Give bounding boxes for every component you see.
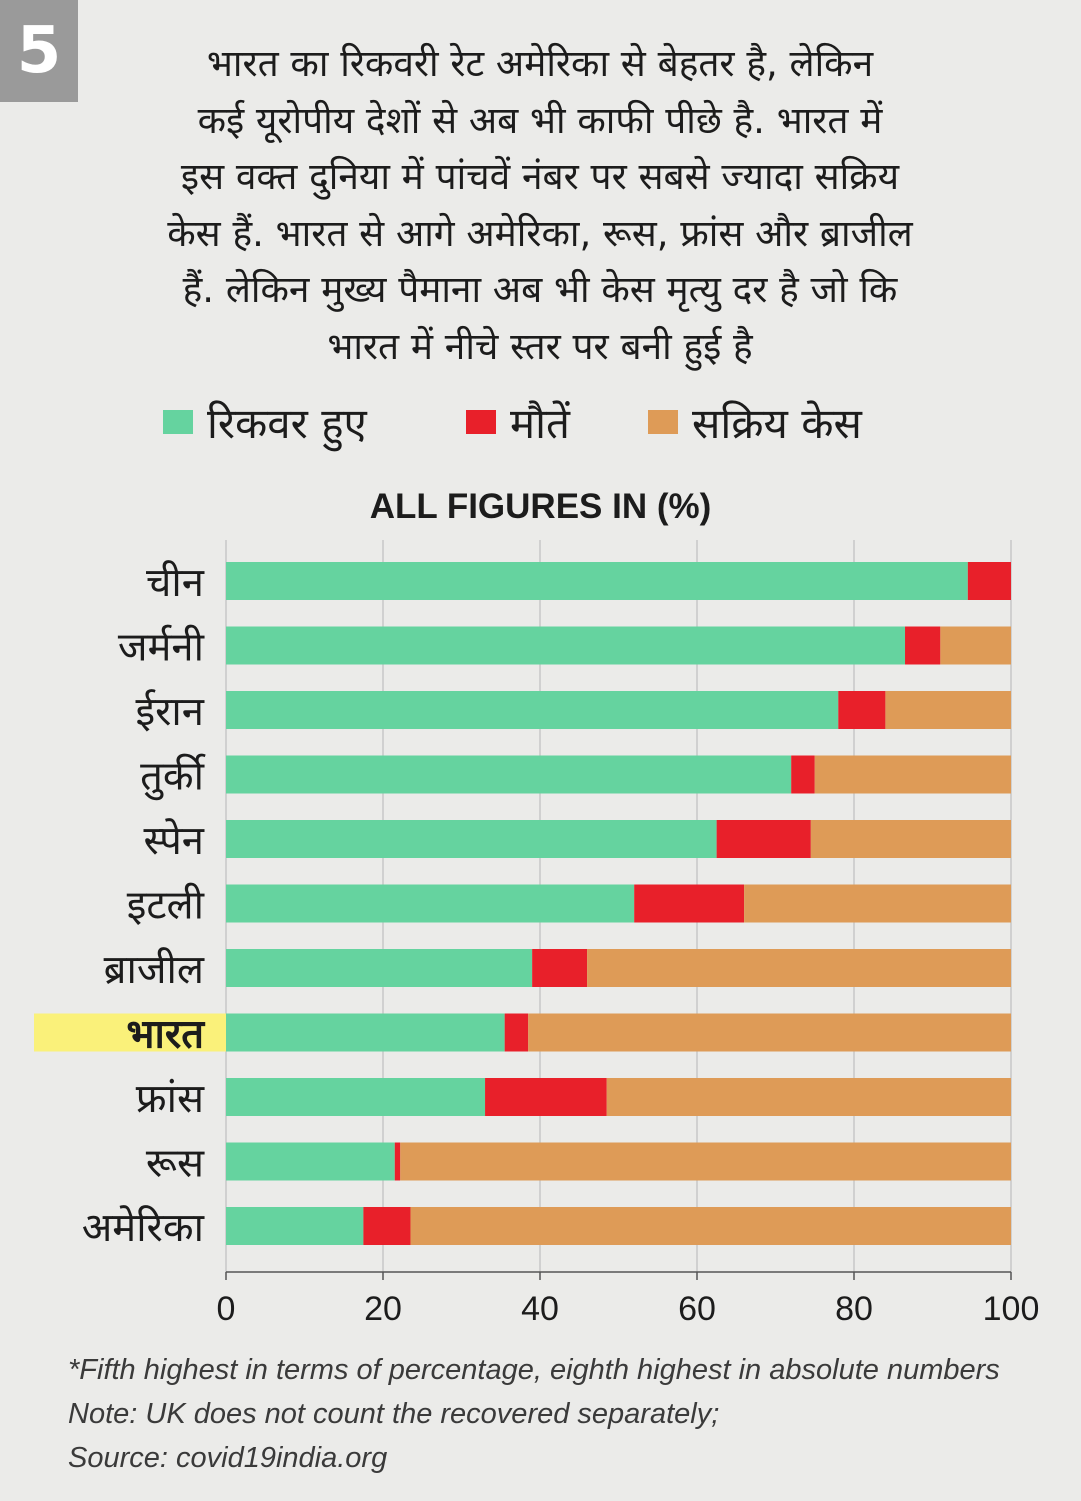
category-label: इटली bbox=[127, 883, 205, 929]
intro-line: भारत का रिकवरी रेट अमेरिका से बेहतर है, … bbox=[206, 42, 874, 85]
bar-segment bbox=[394, 1142, 401, 1181]
section-number-badge: 5 bbox=[0, 0, 78, 102]
bar-segment bbox=[226, 884, 635, 923]
bar-group-5 bbox=[226, 820, 1011, 858]
legend-item-recovered: रिकवर हुए bbox=[163, 392, 367, 452]
bar-segment bbox=[226, 949, 533, 987]
bar-group-6 bbox=[226, 884, 1011, 923]
intro-line: कई यूरोपीय देशों से अब भी काफी पीछे है. … bbox=[197, 98, 883, 142]
chart-notes: *Fifth highest in terms of percentage, e… bbox=[68, 1348, 1058, 1480]
bar-segment bbox=[226, 820, 717, 858]
category-label: फ्रांस bbox=[136, 1076, 205, 1122]
bar-group-7 bbox=[226, 949, 1011, 987]
bar-group-1 bbox=[226, 562, 1011, 600]
bar-segment bbox=[226, 562, 968, 600]
chart-legend: रिकवर हुए मौतें सक्रिय केस bbox=[0, 392, 1081, 452]
bar-segment bbox=[226, 1078, 486, 1116]
bar-segment bbox=[226, 1207, 364, 1245]
intro-line: हैं. लेकिन मुख्य पैमाना अब भी केस मृत्यु… bbox=[182, 268, 898, 311]
bar-segment bbox=[967, 562, 1011, 600]
category-label: जर्मनी bbox=[118, 625, 205, 671]
legend-label-active: सक्रिय केस bbox=[692, 398, 862, 448]
x-tick-label: 40 bbox=[521, 1290, 559, 1328]
legend-label-recovered: रिकवर हुए bbox=[207, 398, 367, 448]
category-label: ब्राजील bbox=[104, 947, 205, 993]
bar-segment bbox=[226, 1142, 395, 1181]
bar-group-3 bbox=[226, 691, 1011, 729]
highlight-band bbox=[34, 1013, 226, 1052]
bar-segment bbox=[532, 949, 588, 987]
category-label: रूस bbox=[146, 1141, 205, 1187]
bar-segment bbox=[410, 1207, 1012, 1245]
bar-segment bbox=[226, 626, 906, 665]
bar-group-10 bbox=[226, 1142, 1011, 1181]
category-label: ईरान bbox=[135, 689, 204, 735]
legend-label-deaths: मौतें bbox=[510, 398, 570, 448]
bar-segment bbox=[400, 1142, 1011, 1181]
bar-segment bbox=[838, 691, 886, 729]
bar-segment bbox=[226, 755, 792, 794]
x-tick-label: 20 bbox=[364, 1290, 402, 1328]
bar-segment bbox=[940, 626, 1011, 665]
bar-group-8 bbox=[226, 1013, 1011, 1052]
bar-segment bbox=[606, 1078, 1011, 1116]
bar-segment bbox=[587, 949, 1011, 987]
legend-item-deaths: मौतें bbox=[466, 392, 570, 452]
bar-segment bbox=[810, 820, 1011, 858]
bar-group-2 bbox=[226, 626, 1011, 665]
legend-item-active: सक्रिय केस bbox=[648, 392, 862, 452]
intro-line: केस हैं. भारत से आगे अमेरिका, रूस, फ्रां… bbox=[167, 211, 913, 255]
intro-line: भारत में नीचे स्तर पर बनी हुई है bbox=[327, 324, 753, 368]
intro-text: भारत का रिकवरी रेट अमेरिका से बेहतर है, … bbox=[82, 36, 998, 375]
footnote: *Fifth highest in terms of percentage, e… bbox=[68, 1354, 1000, 1386]
category-label: चीन bbox=[146, 560, 205, 606]
intro-line: इस वक्त दुनिया में पांचवें नंबर पर सबसे … bbox=[180, 155, 900, 198]
bar-segment bbox=[744, 884, 1011, 923]
x-tick-label: 0 bbox=[217, 1290, 236, 1328]
bar-segment bbox=[905, 626, 941, 665]
bar-segment bbox=[791, 755, 815, 794]
chart-title: ALL FIGURES IN (%) bbox=[369, 487, 712, 526]
x-tick-label: 60 bbox=[678, 1290, 716, 1328]
legend-swatch-deaths bbox=[466, 410, 496, 434]
bar-segment bbox=[363, 1207, 411, 1245]
bar-segment bbox=[814, 755, 1011, 794]
category-label: स्पेन bbox=[144, 818, 205, 864]
category-label: अमेरिका bbox=[82, 1205, 205, 1251]
bar-segment bbox=[716, 820, 811, 858]
bar-segment bbox=[485, 1078, 607, 1116]
bar-segment bbox=[634, 884, 745, 923]
bar-segment bbox=[226, 691, 839, 729]
bar-segment bbox=[885, 691, 1011, 729]
bar-segment bbox=[226, 1013, 505, 1052]
legend-swatch-recovered bbox=[163, 410, 193, 434]
bar-group-11 bbox=[226, 1207, 1012, 1245]
legend-swatch-active bbox=[648, 410, 678, 434]
category-label: भारत bbox=[126, 1012, 205, 1058]
bar-group-9 bbox=[226, 1078, 1011, 1116]
category-label: तुर्की bbox=[140, 754, 206, 801]
x-tick-label: 100 bbox=[983, 1290, 1040, 1328]
x-tick-label: 80 bbox=[835, 1290, 873, 1328]
note-uk: Note: UK does not count the recovered se… bbox=[68, 1398, 720, 1430]
bar-segment bbox=[528, 1013, 1011, 1052]
bar-group-4 bbox=[226, 755, 1011, 794]
stacked-bar-chart: चीन जर्मनी ईरान तुर्की स्पेन इटली ब्राजील भारत फ… bbox=[34, 540, 1040, 1328]
bar-segment bbox=[504, 1013, 529, 1052]
source-note: Source: covid19india.org bbox=[68, 1442, 388, 1474]
